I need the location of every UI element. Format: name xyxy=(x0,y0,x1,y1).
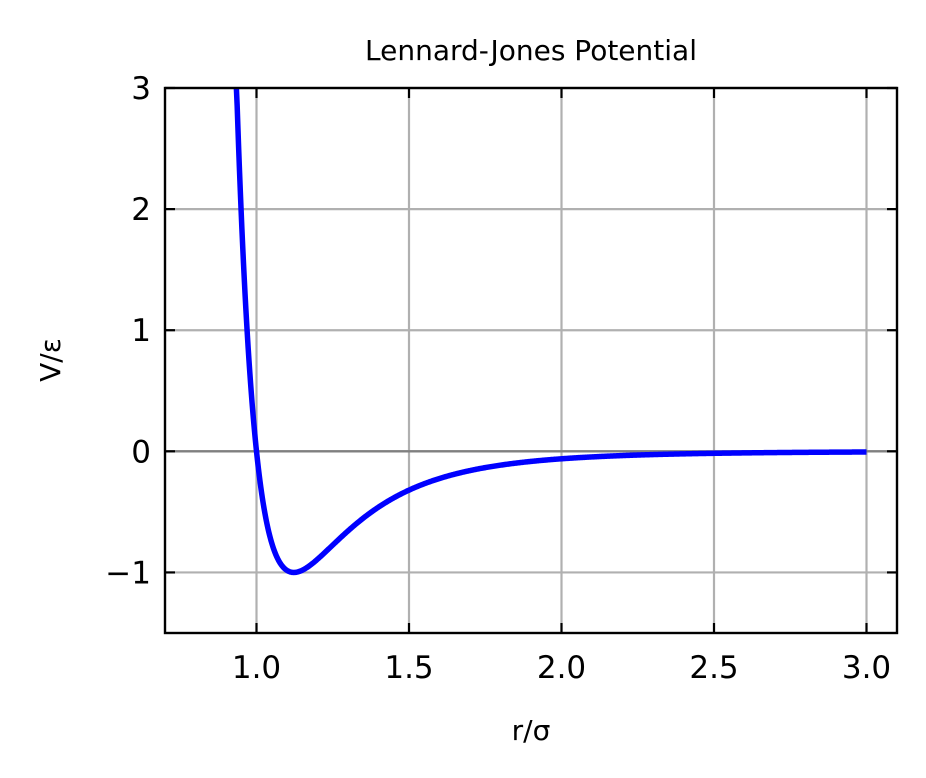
plot-area-frame xyxy=(163,86,899,635)
y-tick-label-2: 1 xyxy=(131,313,151,349)
x-tick-label-3: 2.5 xyxy=(689,650,738,686)
x-tick-label-1: 1.5 xyxy=(384,650,433,686)
potential-curve xyxy=(233,87,869,576)
y-tick-label-4: 3 xyxy=(131,71,151,107)
y-axis-label: V/ε xyxy=(34,338,67,382)
x-tick-label-2: 2.0 xyxy=(537,650,586,686)
tick-marks xyxy=(165,86,897,633)
y-tick-label-3: 2 xyxy=(131,192,151,228)
x-axis-label: r/σ xyxy=(512,714,551,747)
x-tick-label-4: 3.0 xyxy=(842,650,891,686)
chart-title: Lennard-Jones Potential xyxy=(365,34,697,67)
tick-labels: 1.0 1.5 2.0 2.5 3.0 −1 0 1 2 3 xyxy=(105,71,891,686)
x-tick-label-0: 1.0 xyxy=(232,650,281,686)
y-tick-label-1: 0 xyxy=(131,434,151,470)
y-tick-label-0: −1 xyxy=(105,555,151,591)
